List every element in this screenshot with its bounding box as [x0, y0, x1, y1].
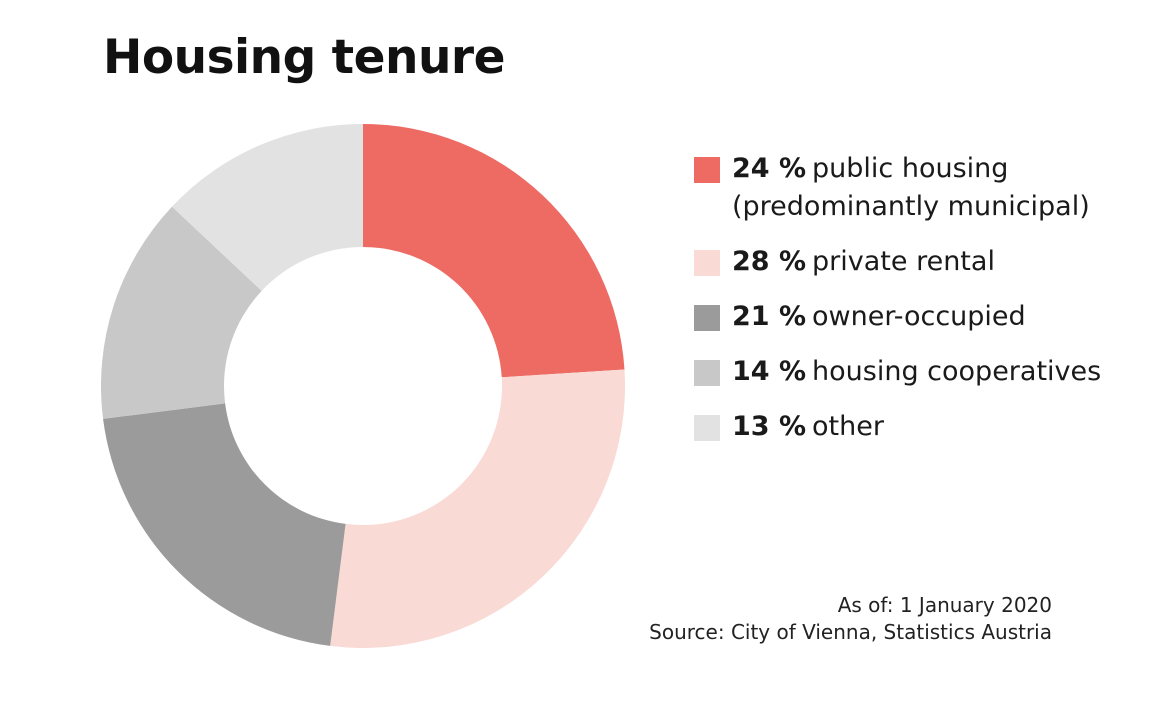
legend-item-housing-cooperatives: 14 % housing cooperatives [694, 353, 1114, 391]
legend-swatch [694, 415, 720, 441]
legend: 24 % public housing (predominantly munici… [694, 150, 1114, 463]
legend-percent: 21 % [732, 301, 807, 332]
legend-swatch [694, 157, 720, 183]
donut-slice-private [330, 369, 625, 649]
legend-label: owner-occupied [812, 301, 1026, 332]
as-of-date: As of: 1 January 2020 [837, 593, 1052, 617]
donut-slice-public [363, 124, 625, 378]
donut-slice-other [172, 124, 363, 291]
source-note: As of: 1 January 2020 Source: City of Vi… [649, 592, 1052, 646]
source-credit: Source: City of Vienna, Statistics Austr… [649, 620, 1052, 644]
legend-item-private-rental: 28 % private rental [694, 243, 1114, 281]
legend-percent: 28 % [732, 246, 807, 277]
chart-title: Housing tenure [103, 30, 505, 85]
donut-slice-housing [100, 206, 262, 419]
legend-label: other [812, 411, 884, 442]
legend-label: public housing (predominantly municipal) [732, 153, 1090, 222]
legend-item-public-housing: 24 % public housing (predominantly munici… [694, 150, 1114, 226]
legend-swatch [694, 360, 720, 386]
legend-label: housing cooperatives [812, 356, 1102, 387]
legend-item-owner-occupied: 21 % owner-occupied [694, 298, 1114, 336]
legend-swatch [694, 250, 720, 276]
legend-percent: 14 % [732, 356, 807, 387]
donut-slice-owner-occupied [103, 403, 346, 646]
legend-percent: 13 % [732, 411, 807, 442]
legend-percent: 24 % [732, 153, 807, 184]
legend-label: private rental [812, 246, 995, 277]
legend-swatch [694, 305, 720, 331]
legend-item-other: 13 % other [694, 408, 1114, 446]
